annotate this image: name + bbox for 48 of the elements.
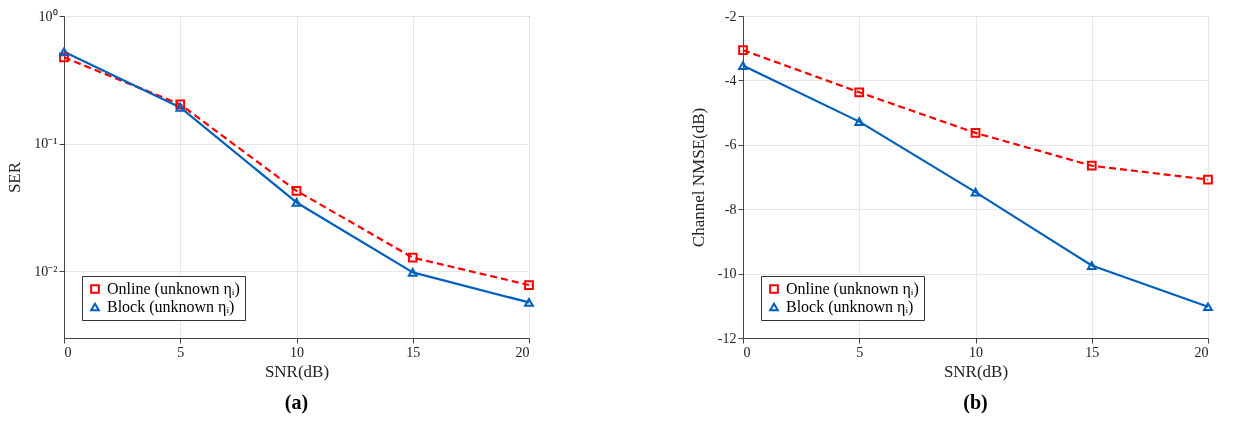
point bbox=[1086, 261, 1097, 270]
y-tick-label: 10⁻¹ bbox=[34, 136, 58, 152]
x-tick-label: 15 bbox=[1085, 344, 1100, 360]
point bbox=[59, 52, 69, 63]
legend-label: Online (unknown ηᵢ) bbox=[786, 280, 919, 298]
point bbox=[291, 198, 302, 207]
point bbox=[291, 185, 302, 196]
y-tick-label: -10 bbox=[717, 266, 737, 282]
y-tick-label: -8 bbox=[724, 201, 737, 217]
y-axis-title: Channel NMSE(dB) bbox=[688, 107, 708, 248]
point bbox=[407, 252, 418, 263]
point bbox=[407, 268, 418, 277]
point bbox=[738, 45, 748, 55]
y-tick-label: -12 bbox=[717, 330, 737, 346]
legend-label: Block (unknown ηᵢ) bbox=[107, 298, 235, 316]
legend-label: Block (unknown ηᵢ) bbox=[786, 298, 914, 316]
text: (b) bbox=[963, 391, 988, 414]
point bbox=[970, 128, 981, 138]
y-tick-label: 10⁻² bbox=[34, 263, 58, 279]
x-tick-label: 10 bbox=[290, 344, 304, 360]
point bbox=[524, 280, 534, 290]
x-tick-label: 20 bbox=[515, 344, 530, 360]
y-axis-title: SER bbox=[5, 161, 25, 194]
y-tick-label: 10⁰ bbox=[38, 8, 58, 24]
point bbox=[854, 117, 865, 126]
point bbox=[970, 187, 981, 197]
x-tick-label: 5 bbox=[177, 344, 185, 360]
x-tick-label: 0 bbox=[743, 344, 751, 360]
y-tick-label: -4 bbox=[724, 72, 737, 88]
x-axis-title: SNR(dB) bbox=[943, 361, 1009, 381]
y-tick-label: -6 bbox=[724, 137, 737, 153]
y-tick-label: -2 bbox=[724, 8, 737, 24]
point bbox=[59, 47, 69, 57]
point bbox=[524, 298, 534, 307]
legend-label: Online (unknown ηᵢ) bbox=[107, 280, 240, 298]
text: (a) bbox=[284, 391, 309, 414]
x-axis-title: SNR(dB) bbox=[264, 361, 330, 381]
point bbox=[854, 87, 865, 98]
x-tick-label: 15 bbox=[406, 344, 421, 360]
point bbox=[175, 103, 186, 112]
point bbox=[1086, 160, 1097, 171]
point bbox=[738, 61, 748, 70]
x-tick-label: 0 bbox=[64, 344, 72, 360]
point bbox=[1203, 302, 1213, 312]
x-tick-label: 10 bbox=[969, 344, 983, 360]
x-tick-label: 20 bbox=[1194, 344, 1209, 360]
x-tick-label: 5 bbox=[856, 344, 864, 360]
point bbox=[1203, 174, 1213, 185]
